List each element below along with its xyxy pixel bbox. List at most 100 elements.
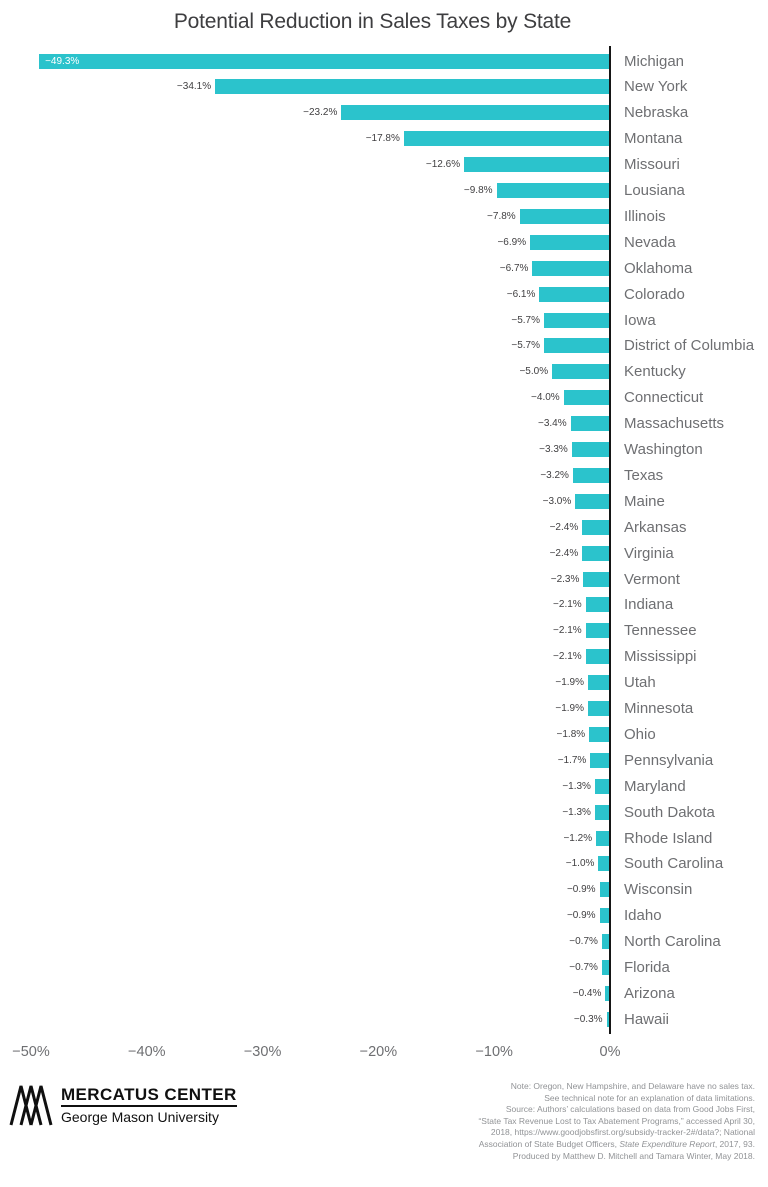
bar [543,312,610,328]
bar [606,1011,610,1027]
bar-value-label: −1.3% [562,780,591,792]
bar-value-label: −2.3% [550,573,580,585]
bar-value-label: −9.8% [463,185,493,196]
bar [341,105,610,121]
bar [598,856,610,872]
logo-text-block: MERCATUS CENTER George Mason University [61,1085,237,1125]
bar [601,934,610,950]
chart-row: −0.7% Florida [0,959,768,976]
state-label: Tennessee [624,622,697,640]
state-label: Montana [624,130,683,148]
bar-value-label: −49.3% [45,55,80,67]
state-label: South Dakota [624,803,715,821]
chart-row: −4.0% Connecticut [0,389,768,407]
bar [543,338,610,354]
bar [403,131,610,147]
state-label: Nevada [624,233,676,251]
logo-divider [61,1105,237,1107]
bar [552,364,610,380]
state-label: Maryland [624,777,686,795]
note-italic-text: State Expenditure Report [619,1138,715,1149]
bar-value-label: −2.1% [553,599,582,611]
bar [572,467,610,483]
chart-row: −3.2% Texas [0,467,768,484]
chart-row: −3.4% Massachusetts [0,415,768,432]
x-axis-tick-label: −40% [128,1044,166,1060]
bar-value-label: −0.9% [566,910,596,922]
bar [464,157,610,173]
chart-row: −23.2% Nebraska [0,104,768,122]
bar [589,726,610,742]
state-label: Indiana [624,596,674,614]
state-label: Colorado [624,285,685,303]
bar-value-label: −3.4% [538,418,567,430]
x-axis-tick-label: −30% [243,1044,282,1060]
chart-row: −7.8% Illinois [0,208,768,225]
bar-value-label: −5.0% [519,366,549,378]
chart-row: −2.1% Indiana [0,596,768,614]
bar-value-label: −1.8% [556,728,586,740]
bar-value-label: −34.1% [176,81,212,93]
chart-row: −49.3% Michigan [0,52,768,70]
chart-row: −12.6% Missouri [0,156,768,173]
bar [594,804,610,820]
chart-row: −0.7% North Carolina [0,933,768,950]
state-label: Ohio [624,725,656,743]
bar-value-label: −6.7% [499,262,529,274]
note-text: Produced by Matthew D. Mitchell and Tama… [512,1150,755,1161]
state-label: Kentucky [624,363,686,381]
chart-title: Potential Reduction in Sales Taxes by St… [173,10,572,33]
chart-row: −3.0% Maine [0,493,768,510]
bar [215,79,610,95]
bar-value-label: −7.8% [487,210,516,222]
x-axis-tick-label: −10% [475,1044,513,1060]
note-text: Association of State Budget Officers, [478,1138,620,1149]
state-label: Vermont [624,570,680,588]
bar-value-label: −1.7% [557,754,587,766]
chart-row: −0.3% Hawaii [0,1010,768,1028]
bar-value-label: −0.4% [572,987,602,999]
state-label: Wisconsin [624,881,693,899]
state-label: Michigan [624,52,685,70]
note-text: “State Tax Revenue Lost to Tax Abatement… [478,1115,755,1126]
state-label: Iowa [624,311,656,329]
bar-value-label: −1.3% [562,806,591,818]
zero-axis-line [609,46,611,1034]
x-axis: −50% −40% −30% −20% −10% 0% [0,1044,768,1064]
chart-row: −1.9% Minnesota [0,700,768,717]
bar-value-label: −5.7% [511,314,540,326]
mercatus-logo: MERCATUS CENTER George Mason University [8,1083,237,1127]
state-label: Hawaii [624,1010,670,1028]
state-label: Utah [624,674,656,692]
chart-row: −1.7% Pennsylvania [0,752,768,769]
bar [585,649,610,665]
bar [587,675,610,691]
bar-value-label: −6.1% [506,288,536,300]
bar [601,960,610,975]
chart-row: −2.4% Virginia [0,545,768,562]
chart-row: −1.3% South Dakota [0,803,768,821]
state-label: Nebraska [624,104,689,122]
bar-value-label: −0.9% [566,884,596,896]
note-line: Association of State Budget Officers, St… [478,1139,755,1151]
bar [587,701,610,716]
bar [571,442,610,457]
bar-value-label: −4.0% [531,392,560,404]
chart-row: −6.1% Colorado [0,285,768,303]
logo-subtitle: George Mason University [61,1109,219,1125]
chart-row: −1.0% South Carolina [0,855,768,872]
bar [519,208,610,224]
note-line: “State Tax Revenue Lost to Tax Abatement… [478,1116,755,1128]
state-label: Connecticut [624,389,704,407]
logo-title: MERCATUS CENTER [61,1085,237,1104]
chart-row: −2.4% Arkansas [0,519,768,536]
bar-value-label: −5.7% [511,340,540,352]
chart-row: −2.1% Mississippi [0,648,768,665]
bar-value-label: −17.8% [365,133,400,145]
note-text: Source: Authors’ calculations based on d… [505,1104,755,1115]
bar-value-label: −23.2% [303,107,338,119]
chart-row: −17.8% Montana [0,130,768,148]
bar [594,778,610,794]
bar [530,234,610,250]
